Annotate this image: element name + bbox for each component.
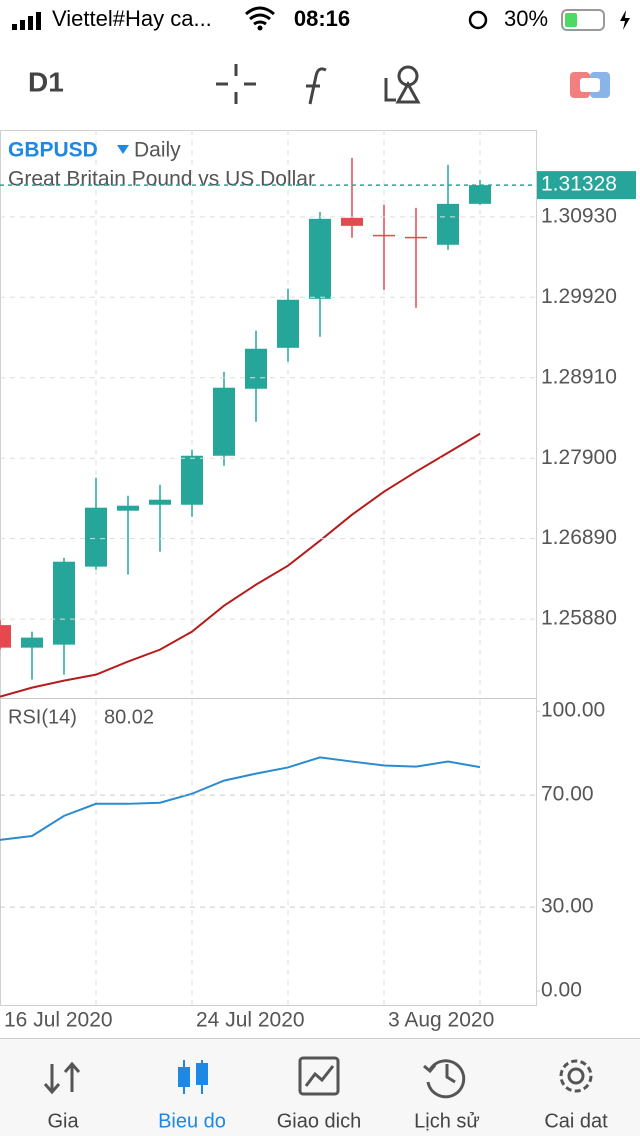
nav-label[interactable]: Giao dich <box>277 1110 362 1132</box>
carrier: Viettel#Hay ca... <box>52 6 212 31</box>
y-tick-label: 1.30930 <box>541 204 617 227</box>
x-tick-label: 24 Jul 2020 <box>196 1009 305 1032</box>
candle-body <box>117 505 139 511</box>
plot <box>0 157 491 841</box>
nav-label[interactable]: Gia <box>47 1110 79 1132</box>
symbol-dropdown[interactable] <box>117 145 129 154</box>
moving-average <box>0 432 481 698</box>
rsi-tick-label: 100.00 <box>541 699 605 722</box>
period: Daily <box>134 139 181 162</box>
rsi-tick-label: 70.00 <box>541 783 594 806</box>
symbol-description: Great Britain Pound vs US Dollar <box>8 168 315 191</box>
rsi-line <box>0 756 481 841</box>
nav-label[interactable]: Bieu do <box>158 1110 226 1132</box>
settings-icon[interactable] <box>559 1059 593 1093</box>
candle-body <box>245 348 267 389</box>
candle-body <box>405 236 427 239</box>
toolbar: D1 <box>28 64 610 105</box>
candle-body <box>309 218 331 299</box>
history-icon[interactable] <box>423 1059 466 1099</box>
status-bar: Viettel#Hay ca... 08:16 30% <box>12 6 630 31</box>
candle-body <box>469 185 491 204</box>
candle-body <box>213 387 235 456</box>
nav-label[interactable]: Cai dat <box>544 1110 608 1132</box>
y-tick-label: 1.26890 <box>541 526 617 549</box>
candle-body <box>149 499 171 505</box>
candle-body <box>181 455 203 505</box>
vertical-grid <box>95 130 481 1005</box>
crosshair-icon[interactable] <box>216 64 256 104</box>
indicator-icon[interactable] <box>306 67 327 105</box>
candle-body <box>341 217 363 226</box>
nav-label[interactable]: Lịch sử <box>414 1110 480 1132</box>
candle-body <box>0 625 11 648</box>
objects-icon[interactable] <box>384 65 421 104</box>
rsi-tick-label: 0.00 <box>541 979 582 1002</box>
y-tick-label: 1.28910 <box>541 365 617 388</box>
x-tick-label: 3 Aug 2020 <box>388 1009 494 1032</box>
quotes-icon[interactable] <box>43 1061 81 1095</box>
chart-header: GBPUSD Daily Great Britain Pound vs US D… <box>8 139 315 191</box>
current-price-label: 1.31328 <box>541 173 617 196</box>
clock: 08:16 <box>294 6 350 31</box>
battery-level: 30% <box>504 6 548 31</box>
chart-frame <box>0 130 537 1006</box>
y-tick-label: 1.25880 <box>541 607 617 630</box>
y-tick-label: 1.27900 <box>541 446 617 469</box>
rsi-value: 80.02 <box>104 706 154 728</box>
candle-body <box>21 637 43 648</box>
candle-body <box>373 234 395 237</box>
symbol[interactable]: GBPUSD <box>8 139 98 162</box>
candle-body <box>53 561 75 645</box>
trade-icon[interactable] <box>298 1056 340 1096</box>
trade-toggle[interactable] <box>570 72 610 98</box>
bottom-nav <box>0 1038 640 1136</box>
candle-body <box>437 203 459 245</box>
current-price-box <box>537 171 636 200</box>
y-tick-label: 1.29920 <box>541 285 617 308</box>
x-tick-label: 16 Jul 2020 <box>4 1009 113 1032</box>
rsi-tick-label: 30.00 <box>541 895 594 918</box>
candle-body <box>277 299 299 348</box>
candle-body <box>85 507 107 567</box>
timeframe[interactable]: D1 <box>28 66 64 97</box>
chart-icon[interactable] <box>178 1060 208 1094</box>
rsi-label: RSI(14) <box>8 706 77 728</box>
